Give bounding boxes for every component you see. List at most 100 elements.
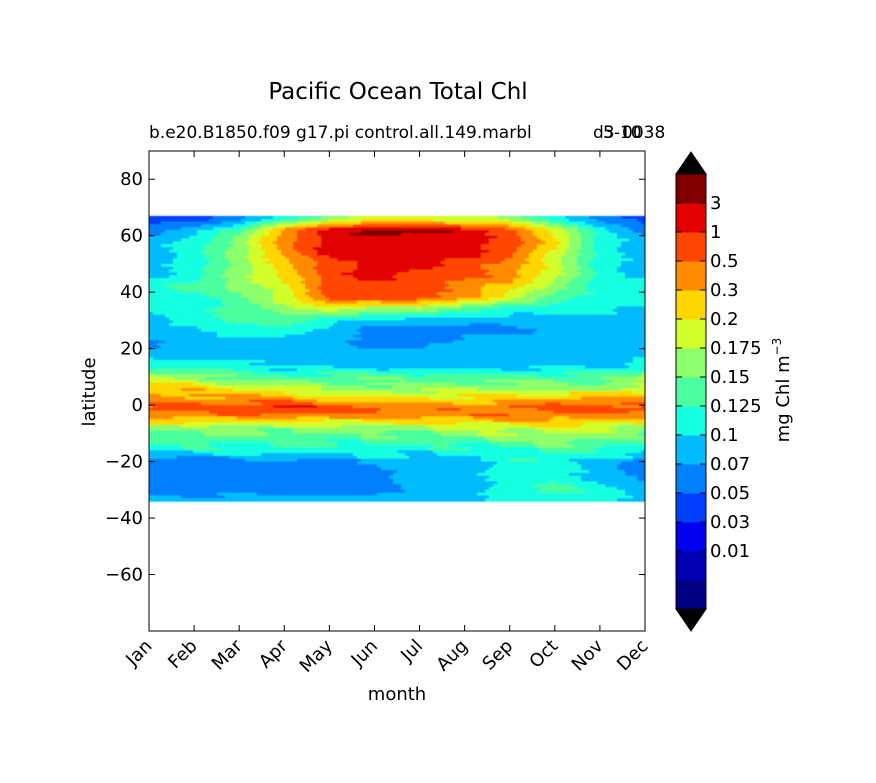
heatmap-cell bbox=[193, 266, 198, 271]
heatmap-cell bbox=[489, 249, 494, 254]
heatmap-cell bbox=[233, 218, 238, 223]
heatmap-cell bbox=[533, 255, 538, 259]
heatmap-cell bbox=[529, 309, 534, 313]
heatmap-cell bbox=[193, 272, 198, 276]
heatmap-cell bbox=[581, 286, 586, 290]
heatmap-cell bbox=[529, 306, 534, 310]
heatmap-cell bbox=[569, 227, 574, 231]
heatmap-cell bbox=[613, 278, 618, 282]
heatmap-cell bbox=[517, 227, 522, 231]
heatmap-cell bbox=[453, 227, 458, 231]
heatmap-cell bbox=[205, 309, 210, 313]
heatmap-cell bbox=[525, 314, 530, 319]
heatmap-cell bbox=[525, 295, 530, 299]
heatmap-cell bbox=[425, 227, 430, 231]
heatmap-cell bbox=[149, 283, 154, 288]
heatmap-cell bbox=[261, 227, 266, 231]
heatmap-cell bbox=[529, 252, 534, 257]
heatmap-cell bbox=[229, 278, 234, 282]
heatmap-cell bbox=[525, 278, 530, 282]
heatmap-cell bbox=[297, 272, 302, 276]
heatmap-cell bbox=[189, 306, 194, 310]
heatmap-cell bbox=[377, 241, 382, 245]
heatmap-cell bbox=[465, 289, 470, 293]
heatmap-cell bbox=[509, 218, 514, 223]
chart-title: Pacific Ocean Total Chl bbox=[268, 79, 527, 105]
heatmap-cell bbox=[565, 280, 570, 285]
heatmap-cell bbox=[597, 238, 602, 242]
heatmap-cell bbox=[505, 292, 510, 296]
heatmap-cell bbox=[197, 289, 202, 293]
heatmap-cell bbox=[641, 278, 645, 282]
heatmap-cell bbox=[429, 215, 434, 220]
heatmap-cell bbox=[317, 218, 322, 223]
heatmap-cell bbox=[205, 275, 210, 279]
heatmap-cell bbox=[245, 249, 250, 254]
heatmap-cell bbox=[305, 241, 310, 245]
heatmap-cell bbox=[277, 278, 282, 282]
heatmap-cell bbox=[625, 286, 630, 290]
heatmap-cell bbox=[201, 295, 206, 299]
heatmap-cell bbox=[445, 280, 450, 285]
heatmap-cell bbox=[213, 261, 218, 265]
heatmap-cell bbox=[381, 215, 386, 220]
heatmap-cell bbox=[165, 311, 170, 316]
heatmap-cell bbox=[597, 303, 602, 307]
heatmap-cell bbox=[169, 241, 174, 245]
heatmap-cell bbox=[337, 309, 342, 313]
heatmap-cell bbox=[437, 255, 442, 259]
heatmap-cell bbox=[221, 258, 226, 262]
heatmap-cell bbox=[253, 249, 258, 254]
heatmap-cell bbox=[269, 235, 274, 240]
heatmap-cell bbox=[409, 280, 414, 285]
heatmap-cell bbox=[149, 230, 154, 234]
heatmap-cell bbox=[197, 235, 202, 240]
heatmap-cell bbox=[453, 255, 458, 259]
heatmap-cell bbox=[265, 311, 270, 316]
heatmap-cell bbox=[637, 311, 642, 316]
heatmap-cell bbox=[413, 249, 418, 254]
heatmap-cell bbox=[529, 303, 534, 307]
heatmap-cell bbox=[273, 289, 278, 293]
heatmap-cell bbox=[529, 314, 534, 319]
heatmap-cell bbox=[297, 292, 302, 296]
heatmap-cell bbox=[377, 311, 382, 316]
heatmap-cell bbox=[233, 244, 238, 248]
heatmap-cell bbox=[545, 241, 550, 245]
heatmap-cell bbox=[401, 289, 406, 293]
heatmap-cell bbox=[409, 227, 414, 231]
heatmap-cell bbox=[445, 247, 450, 251]
heatmap-cell bbox=[213, 295, 218, 299]
heatmap-cell bbox=[601, 235, 606, 240]
heatmap-cell bbox=[397, 297, 402, 302]
heatmap-cell bbox=[589, 286, 594, 290]
heatmap-cell bbox=[581, 249, 586, 254]
heatmap-cell bbox=[221, 292, 226, 296]
heatmap-cell bbox=[281, 306, 286, 310]
heatmap-cell bbox=[585, 230, 590, 234]
heatmap-cell bbox=[441, 278, 446, 282]
heatmap-cell bbox=[341, 252, 346, 257]
heatmap-cell bbox=[421, 272, 426, 276]
heatmap-cell bbox=[493, 314, 498, 319]
heatmap-cell bbox=[197, 300, 202, 305]
heatmap-cell bbox=[181, 247, 186, 251]
heatmap-cell bbox=[493, 283, 498, 288]
heatmap-cell bbox=[165, 295, 170, 299]
heatmap-cell bbox=[189, 300, 194, 305]
heatmap-cell bbox=[469, 286, 474, 290]
heatmap-cell bbox=[357, 232, 362, 237]
heatmap-cell bbox=[497, 235, 502, 240]
heatmap-cell bbox=[473, 272, 478, 276]
heatmap-cell bbox=[489, 283, 494, 288]
heatmap-cell bbox=[441, 300, 446, 305]
heatmap-cell bbox=[285, 227, 290, 231]
heatmap-cell bbox=[493, 289, 498, 293]
heatmap-cell bbox=[277, 309, 282, 313]
heatmap-cell bbox=[597, 255, 602, 259]
heatmap-cell bbox=[393, 227, 398, 231]
heatmap-cell bbox=[217, 300, 222, 305]
heatmap-cell bbox=[161, 263, 166, 268]
heatmap-cell bbox=[365, 309, 370, 313]
heatmap-cell bbox=[317, 261, 322, 265]
